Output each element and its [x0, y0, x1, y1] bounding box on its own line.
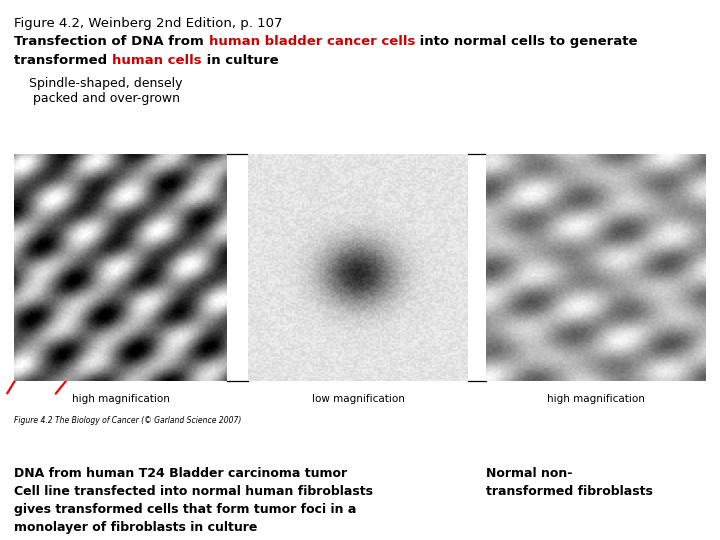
- Text: Figure 4.2 The Biology of Cancer (© Garland Science 2007): Figure 4.2 The Biology of Cancer (© Garl…: [14, 416, 242, 425]
- Text: Figure 4.2, Weinberg 2nd Edition, p. 107: Figure 4.2, Weinberg 2nd Edition, p. 107: [14, 17, 283, 30]
- Text: Spindle-shaped, densely
 packed and over-grown: Spindle-shaped, densely packed and over-…: [29, 77, 182, 105]
- Text: high magnification: high magnification: [72, 394, 169, 404]
- Text: DNA from human T24 Bladder carcinoma tumor
Cell line transfected into normal hum: DNA from human T24 Bladder carcinoma tum…: [14, 467, 374, 534]
- Text: Transfection of DNA from: Transfection of DNA from: [14, 35, 209, 48]
- Text: into normal cells to generate: into normal cells to generate: [415, 35, 638, 48]
- Text: transformed: transformed: [14, 54, 112, 67]
- Bar: [325, 263, 361, 317]
- Text: human cells: human cells: [112, 54, 202, 67]
- Bar: [363, 240, 387, 276]
- Text: low magnification: low magnification: [312, 394, 405, 404]
- Text: Normal non-
transformed fibroblasts: Normal non- transformed fibroblasts: [486, 467, 653, 498]
- Text: high magnification: high magnification: [547, 394, 644, 404]
- Text: in culture: in culture: [202, 54, 279, 67]
- Text: human bladder cancer cells: human bladder cancer cells: [209, 35, 415, 48]
